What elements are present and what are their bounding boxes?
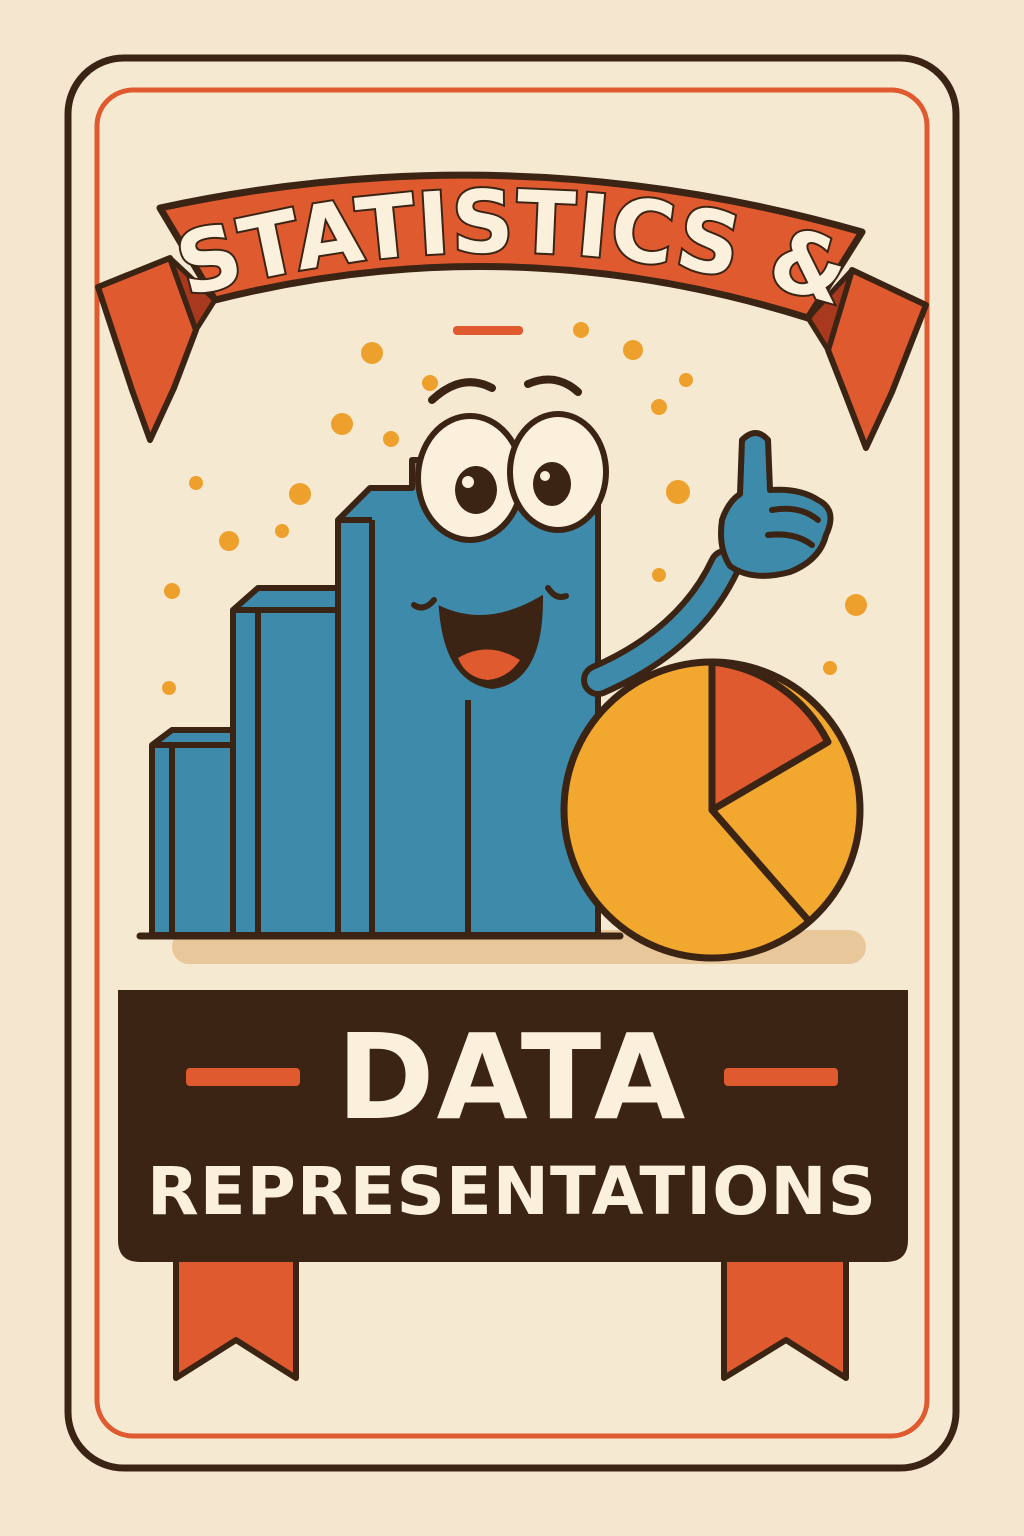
confetti-dots (162, 322, 867, 695)
decorative-dash (453, 326, 523, 335)
card-inner-border (94, 87, 930, 1439)
mascot-face (411, 375, 609, 690)
mascot-arm (581, 430, 834, 697)
banner-dash-left (186, 1068, 300, 1086)
title-ribbon: STATISTICS & (95, 171, 929, 451)
pie-chart-icon (560, 658, 864, 962)
bar-chart-mascot (149, 457, 601, 938)
banner-line-1: DATA (337, 1008, 688, 1146)
banner-dash-right (724, 1068, 838, 1086)
title-banner: DATA REPRESENTATIONS (118, 990, 908, 1262)
banner-line-2: REPRESENTATIONS (147, 1153, 877, 1230)
pie-slice-red (708, 658, 832, 814)
